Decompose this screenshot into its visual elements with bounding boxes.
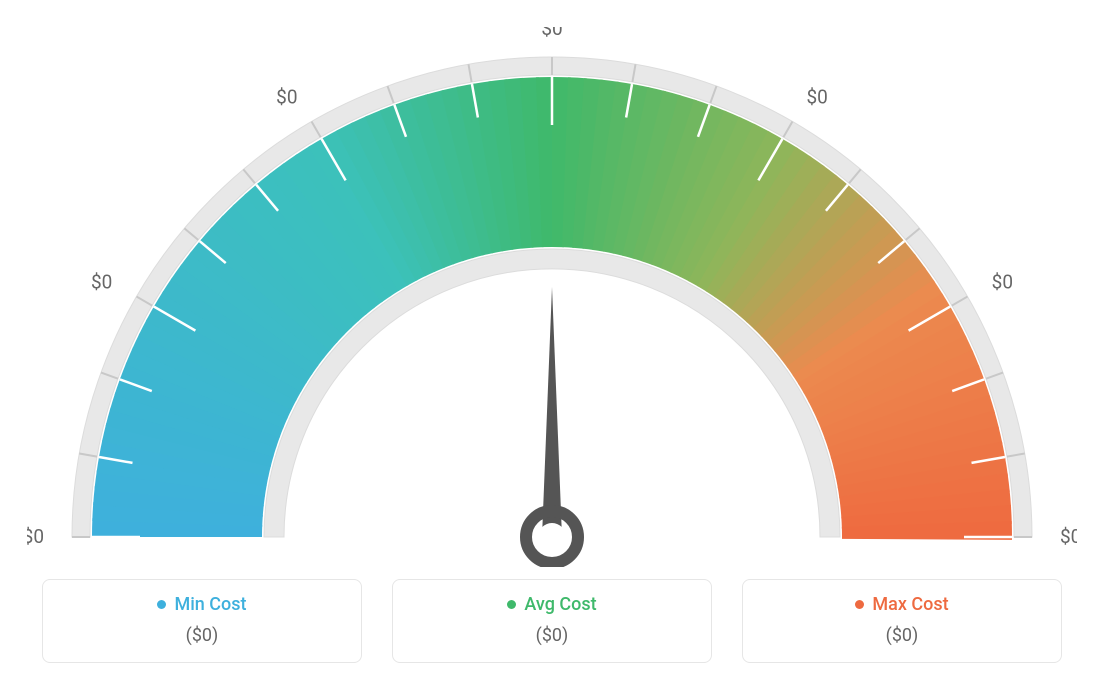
dot-icon	[855, 600, 864, 609]
svg-text:$0: $0	[276, 85, 297, 108]
svg-text:$0: $0	[91, 271, 112, 294]
legend-value: ($0)	[393, 625, 711, 646]
legend-label: Avg Cost	[524, 594, 596, 615]
dot-icon	[507, 600, 516, 609]
legend-value: ($0)	[43, 625, 361, 646]
legend-title-min: Min Cost	[157, 594, 246, 615]
legend-card-max: Max Cost ($0)	[742, 579, 1062, 663]
legend-row: Min Cost ($0) Avg Cost ($0) Max Cost ($0…	[42, 579, 1062, 663]
svg-text:$0: $0	[806, 85, 827, 108]
gauge-svg: $0 $0 $0 $0 $0 $0 $0	[27, 27, 1077, 567]
legend-title-avg: Avg Cost	[507, 594, 596, 615]
legend-title-max: Max Cost	[855, 594, 948, 615]
dot-icon	[157, 600, 166, 609]
legend-label: Min Cost	[174, 594, 246, 615]
legend-value: ($0)	[743, 625, 1061, 646]
legend-label: Max Cost	[872, 594, 948, 615]
legend-card-avg: Avg Cost ($0)	[392, 579, 712, 663]
svg-text:$0: $0	[27, 525, 44, 548]
gauge-chart: $0 $0 $0 $0 $0 $0 $0	[27, 27, 1077, 567]
legend-card-min: Min Cost ($0)	[42, 579, 362, 663]
svg-text:$0: $0	[992, 271, 1013, 294]
svg-text:$0: $0	[1060, 525, 1077, 548]
svg-text:$0: $0	[541, 27, 562, 40]
